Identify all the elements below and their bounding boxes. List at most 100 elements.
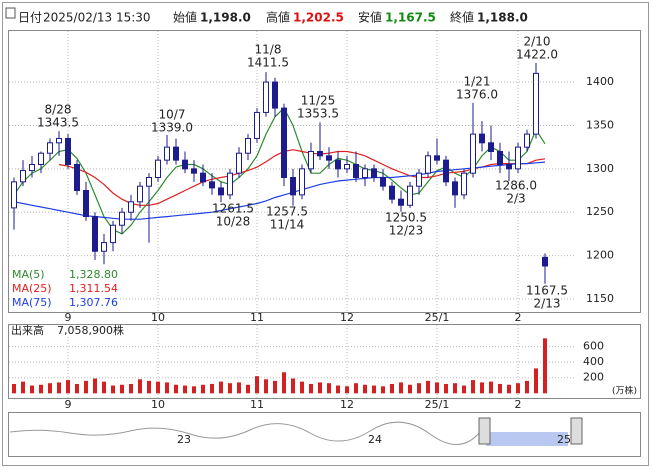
navigator-handle-right[interactable] xyxy=(570,417,583,445)
volume-bar xyxy=(453,383,457,394)
x-tick-label: 10 xyxy=(151,311,165,324)
x-tick-label: 11 xyxy=(250,398,264,411)
candle-body xyxy=(92,216,98,252)
volume-title: 出来高 xyxy=(11,323,44,337)
volume-bar xyxy=(66,380,70,394)
frame xyxy=(2,2,649,466)
volume-bar xyxy=(372,385,376,394)
x-tick-label: 9 xyxy=(65,398,72,411)
volume-bar xyxy=(336,385,340,394)
volume-panel xyxy=(8,324,641,399)
annotation: 2/13 xyxy=(534,297,561,311)
candle-body xyxy=(263,81,269,113)
annotation: 10/28 xyxy=(216,215,251,229)
candle-body xyxy=(353,163,359,179)
candle-body xyxy=(344,163,350,170)
volume-bar xyxy=(255,376,259,394)
candle-body xyxy=(479,133,485,144)
legend-name: MA(25) xyxy=(12,282,52,295)
candle-body xyxy=(272,81,278,109)
navigator-range[interactable] xyxy=(486,432,568,446)
candle-body xyxy=(74,163,80,192)
annotation: 1411.5 xyxy=(247,56,289,70)
volume-bar xyxy=(543,338,547,394)
volume-bar xyxy=(291,378,295,394)
candle-body xyxy=(542,256,548,267)
candle-body xyxy=(398,198,404,206)
candle-body xyxy=(452,181,458,196)
grid-icon[interactable] xyxy=(5,7,16,19)
y-tick-label: 600 xyxy=(583,340,604,353)
candle-body xyxy=(533,72,539,135)
volume-bar xyxy=(111,385,115,394)
y-tick-label: 400 xyxy=(583,355,604,368)
candle-body xyxy=(380,177,386,187)
volume-bar xyxy=(381,386,385,394)
annotation: 1422.0 xyxy=(516,48,558,62)
y-tick-label: 1200 xyxy=(586,249,614,262)
volume-bar xyxy=(282,372,286,394)
navigator[interactable]: 23 24 25 xyxy=(8,412,641,457)
annotation: 12/23 xyxy=(389,224,424,238)
volume-bar xyxy=(327,383,331,394)
candle-body xyxy=(506,163,512,170)
low: 1,167.5 xyxy=(385,11,436,25)
legend-bg xyxy=(10,283,118,296)
legend-value: 1,311.54 xyxy=(69,282,118,295)
open-label: 始値 xyxy=(173,10,197,25)
annotation: 11/25 xyxy=(301,94,336,108)
candle-body xyxy=(389,185,395,200)
candle-body xyxy=(110,224,116,244)
y-tick-label: 1150 xyxy=(586,292,614,305)
candle-body xyxy=(20,170,26,183)
volume-bar xyxy=(237,382,241,394)
volume-bar xyxy=(93,378,97,394)
volume-bar xyxy=(30,385,34,394)
x-tick-label: 12 xyxy=(340,398,354,411)
y-tick-label: 1400 xyxy=(586,75,614,88)
navigator-handle-left[interactable] xyxy=(478,417,491,445)
volume-bar xyxy=(75,383,79,394)
volume-bar xyxy=(426,380,430,394)
candle-body xyxy=(65,137,71,165)
volume-bar xyxy=(48,383,52,394)
x-tick-label: 25/1 xyxy=(425,311,450,324)
candle-body xyxy=(299,168,305,196)
legend-value: 1,307.76 xyxy=(69,296,118,309)
legend-name: MA(5) xyxy=(12,268,45,281)
x-tick-label: 2 xyxy=(515,398,522,411)
annotation: 11/14 xyxy=(270,218,305,232)
candle-body xyxy=(470,133,476,174)
candle-body xyxy=(209,181,215,189)
annotation: 2/10 xyxy=(524,35,551,49)
volume-bar xyxy=(498,383,502,394)
volume-bar xyxy=(345,386,349,394)
volume-bar xyxy=(354,383,358,394)
volume-bar xyxy=(228,383,232,394)
candle-body xyxy=(515,146,521,170)
volume-bar xyxy=(525,380,529,394)
candle-body xyxy=(524,133,530,148)
candle-body xyxy=(164,146,170,161)
candle-body xyxy=(155,159,161,179)
header: 日付 2025/02/13 15:30 始値 1,198.0 高値 1,202.… xyxy=(18,10,528,25)
volume-bar xyxy=(210,383,214,394)
annotation: 1261.5 xyxy=(212,202,254,216)
high: 1,202.5 xyxy=(293,11,344,25)
ma-line xyxy=(13,161,546,220)
navigator-line xyxy=(9,421,481,445)
volume-bar xyxy=(273,380,277,394)
volume-bar xyxy=(471,380,475,394)
ma-line xyxy=(13,107,546,235)
volume-bar xyxy=(120,384,124,394)
volume-bar xyxy=(390,383,394,394)
x-tick-label: 25/1 xyxy=(425,398,450,411)
candle-body xyxy=(290,177,296,196)
candle-body xyxy=(227,172,233,196)
candle-body xyxy=(128,201,134,213)
volume-bar xyxy=(516,383,520,394)
volume-bar xyxy=(174,384,178,394)
candle-body xyxy=(281,107,287,179)
candle-body xyxy=(308,150,314,170)
